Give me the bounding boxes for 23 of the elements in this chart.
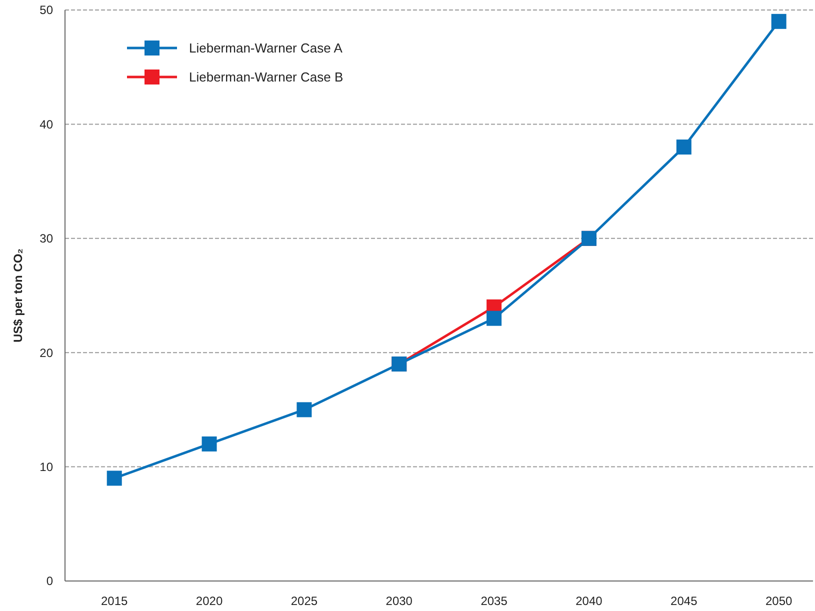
legend-label: Lieberman-Warner Case B — [189, 70, 344, 85]
y-tick-label: 50 — [40, 3, 54, 18]
y-tick-label: 0 — [46, 574, 54, 588]
point — [486, 310, 502, 326]
point — [676, 140, 692, 155]
x-tick-label: 2030 — [386, 594, 413, 608]
x-tick-label: 2045 — [670, 594, 698, 608]
x-tick-label: 2015 — [101, 594, 128, 608]
point — [202, 436, 217, 452]
point — [296, 402, 312, 418]
point — [771, 14, 786, 29]
y-tick-label: 30 — [40, 232, 54, 246]
x-tick-label: 2025 — [290, 594, 318, 608]
y-tick-label: 20 — [40, 346, 54, 360]
point — [106, 470, 122, 486]
x-tick-label: 2040 — [576, 594, 603, 608]
y-tick-label: 10 — [40, 460, 54, 474]
y-axis-title: US$ per ton CO₂ — [11, 248, 25, 343]
x-tick-label: 2050 — [765, 594, 792, 608]
y-tick-label: 40 — [40, 117, 54, 132]
x-tick-label: 2035 — [480, 594, 508, 608]
x-tick-label: 2020 — [196, 594, 223, 608]
legend-label: Lieberman-Warner Case A — [189, 40, 343, 56]
